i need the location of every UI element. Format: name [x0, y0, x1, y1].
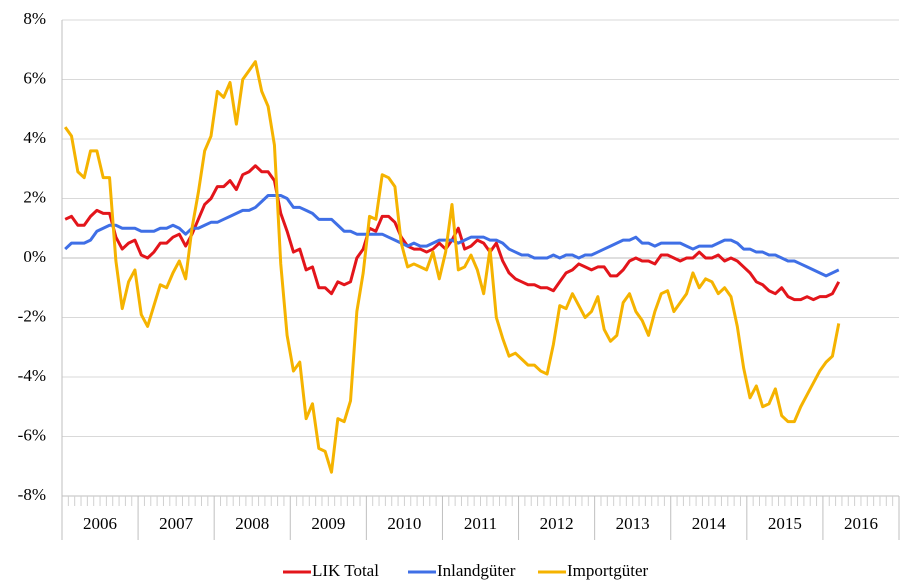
x-tick-label: 2006	[83, 514, 117, 533]
x-tick-label: 2013	[616, 514, 650, 533]
x-tick-label: 2010	[387, 514, 421, 533]
x-tick-label: 2009	[311, 514, 345, 533]
y-tick-label: -2%	[18, 306, 46, 325]
line-series	[64, 164, 841, 302]
x-tick-label: 2014	[692, 514, 727, 533]
y-tick-label: -4%	[18, 366, 46, 385]
legend-label: Importgüter	[567, 561, 649, 580]
legend-label: LIK Total	[312, 561, 379, 580]
x-tick-label: 2012	[540, 514, 574, 533]
y-tick-label: 2%	[23, 187, 46, 206]
y-tick-label: 4%	[23, 128, 46, 147]
y-tick-label: 8%	[23, 9, 46, 28]
line-series	[64, 194, 840, 278]
y-tick-label: -8%	[18, 485, 46, 504]
y-tick-label: -6%	[18, 425, 46, 444]
x-tick-label: 2007	[159, 514, 194, 533]
x-tick-label: 2015	[768, 514, 802, 533]
x-tick-label: 2008	[235, 514, 269, 533]
y-tick-label: 0%	[23, 247, 46, 266]
x-tick-label: 2011	[464, 514, 497, 533]
x-tick-label: 2016	[844, 514, 878, 533]
line-series	[63, 60, 841, 474]
y-tick-label: 6%	[23, 68, 46, 87]
legend-label: Inlandgüter	[437, 561, 516, 580]
